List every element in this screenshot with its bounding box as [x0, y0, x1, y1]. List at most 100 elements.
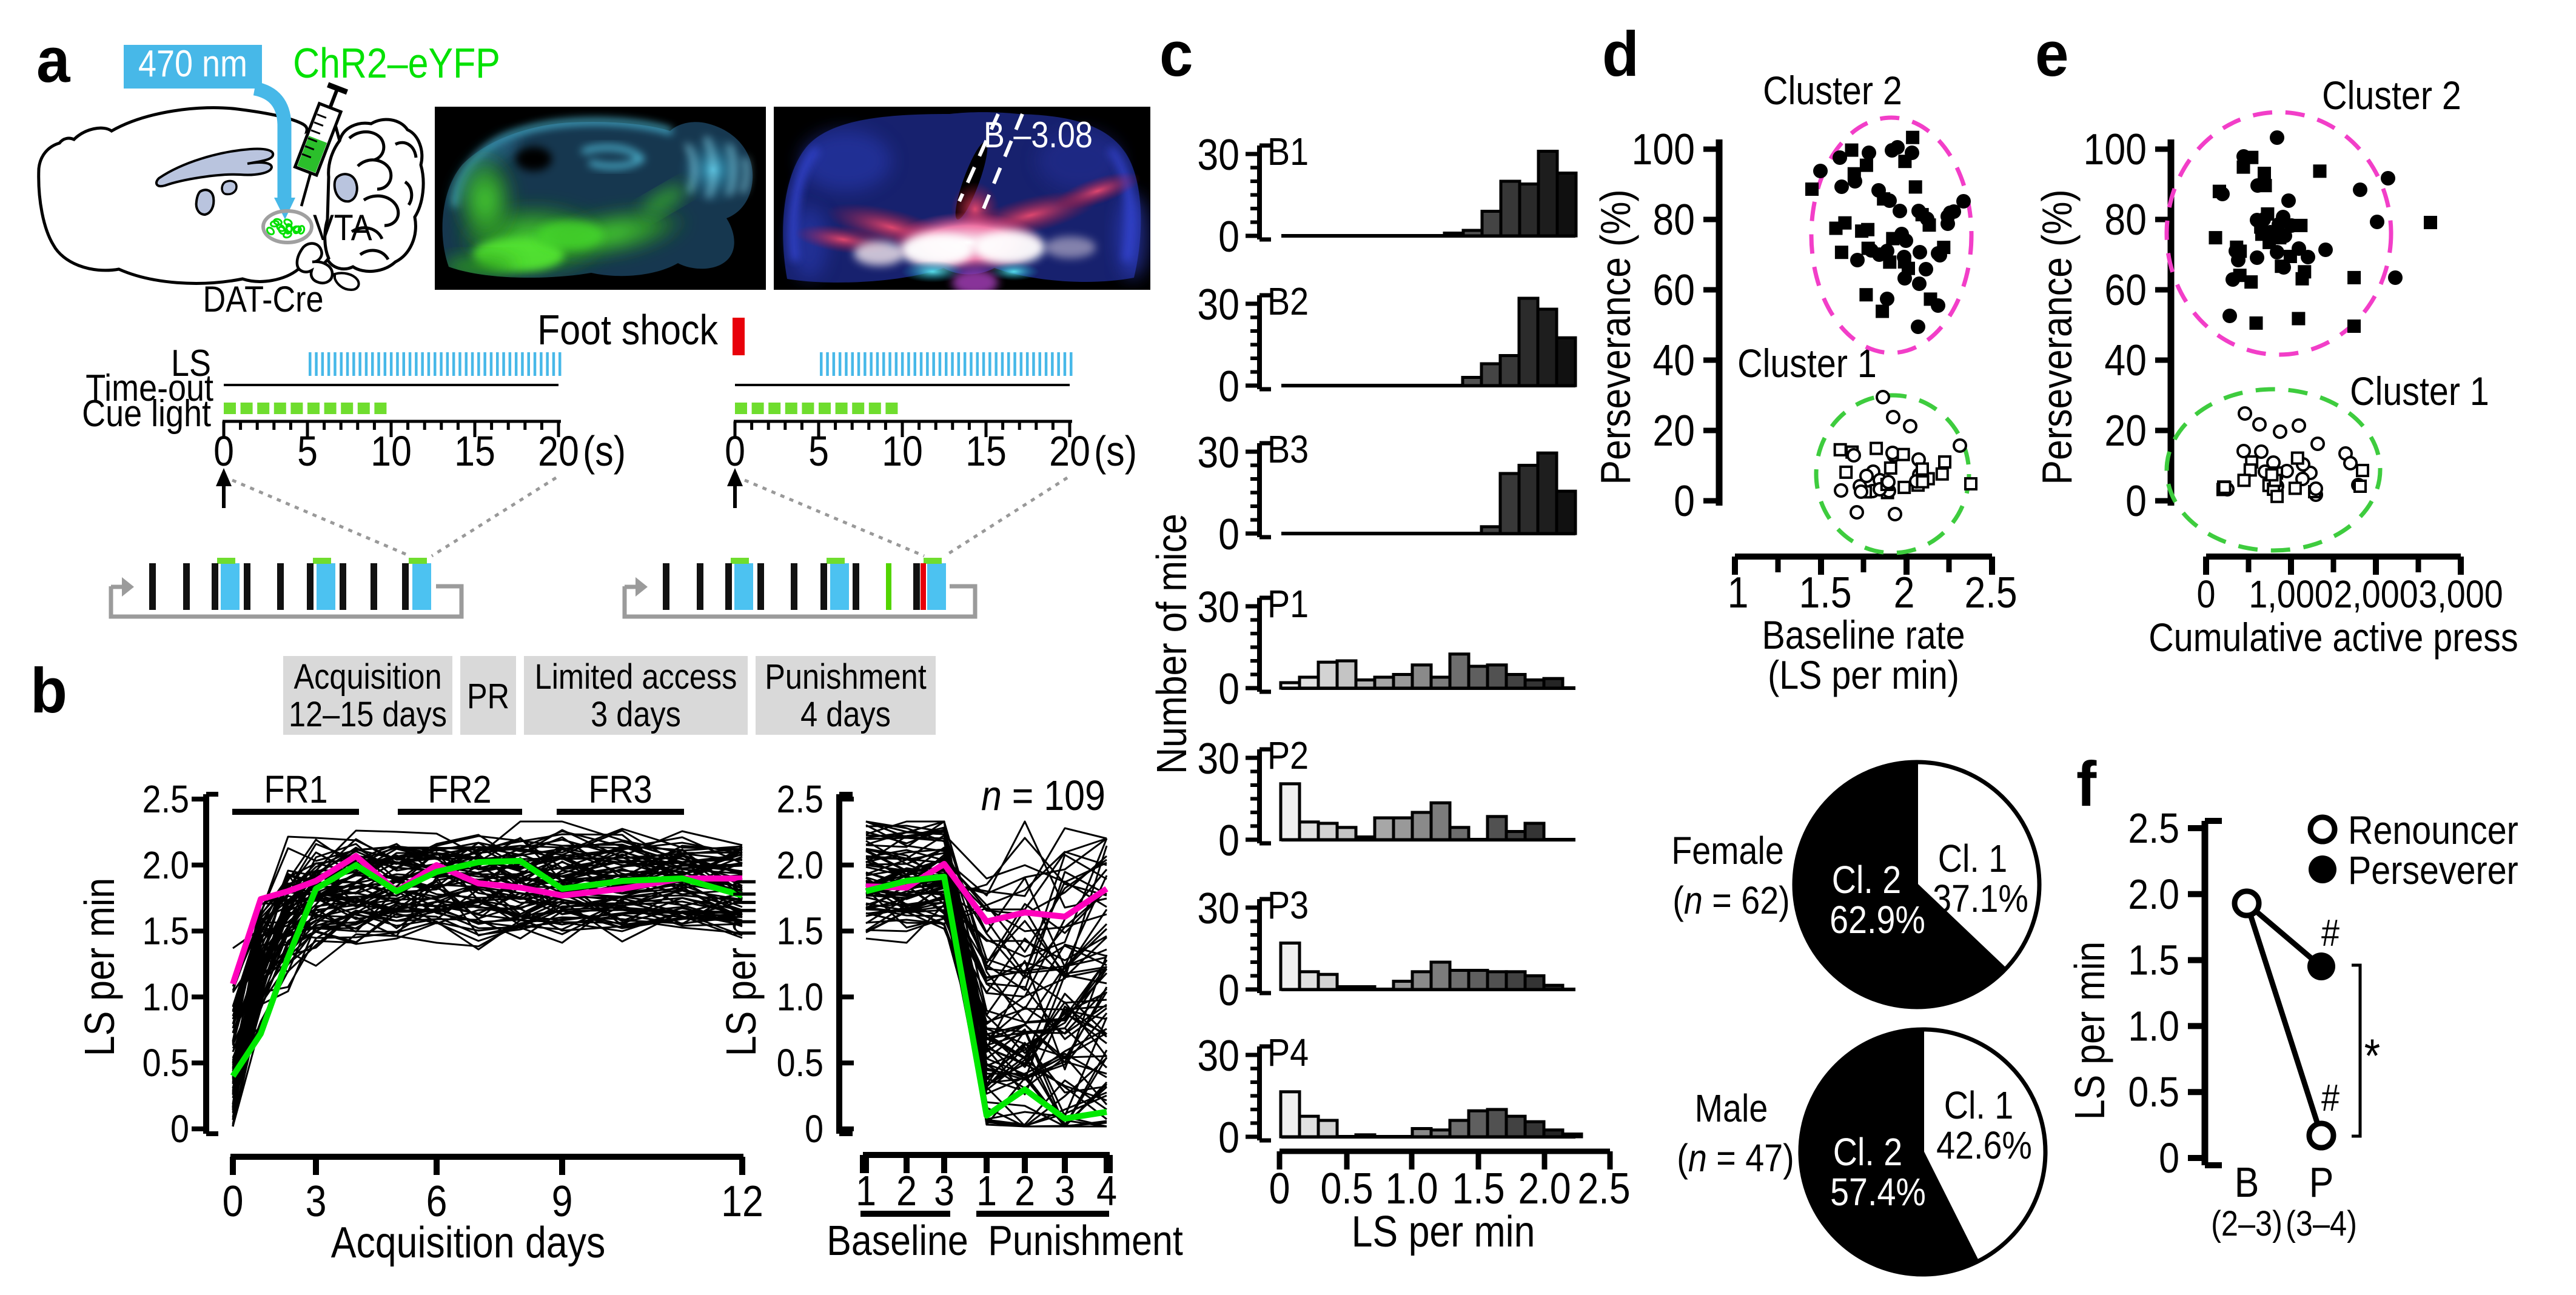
svg-text:62.9%: 62.9%	[1830, 898, 1925, 941]
svg-text:30: 30	[1197, 131, 1239, 179]
svg-text:1.0: 1.0	[777, 975, 823, 1019]
svg-text:100: 100	[1632, 125, 1695, 174]
svg-text:0.5: 0.5	[143, 1042, 189, 1085]
svg-text:Cluster 1: Cluster 1	[2350, 369, 2489, 414]
svg-text:0: 0	[170, 1107, 189, 1150]
svg-text:P2: P2	[1267, 734, 1309, 777]
svg-text:P1: P1	[1267, 582, 1309, 625]
svg-text:0: 0	[725, 427, 745, 475]
svg-text:0: 0	[1674, 477, 1695, 526]
svg-text:1.5: 1.5	[1452, 1165, 1504, 1213]
svg-text:0: 0	[2125, 477, 2147, 526]
svg-text:B3: B3	[1267, 427, 1309, 470]
svg-text:470 nm: 470 nm	[138, 43, 247, 85]
svg-text:1.5: 1.5	[143, 909, 189, 952]
svg-text:2.5: 2.5	[777, 777, 823, 820]
svg-text:57.4%: 57.4%	[1830, 1170, 1926, 1213]
svg-text:(LS per min): (LS per min)	[1768, 653, 1959, 698]
svg-text:b: b	[30, 655, 67, 726]
svg-text:LS per min: LS per min	[1352, 1208, 1535, 1256]
svg-text:Cl. 1: Cl. 1	[1938, 837, 2007, 880]
svg-text:2.0: 2.0	[1518, 1165, 1571, 1213]
svg-text:12: 12	[721, 1177, 763, 1226]
svg-text:Baseline: Baseline	[827, 1217, 968, 1264]
svg-text:3: 3	[934, 1167, 954, 1214]
svg-text:20: 20	[2104, 407, 2147, 455]
svg-text:2.5: 2.5	[2128, 805, 2179, 852]
svg-text:Foot shock: Foot shock	[537, 306, 718, 353]
svg-text:1.0: 1.0	[143, 975, 189, 1019]
svg-text:2.0: 2.0	[2128, 871, 2179, 918]
svg-text:(n = 47): (n = 47)	[1677, 1136, 1794, 1179]
svg-text:Cl. 2: Cl. 2	[1832, 858, 1901, 901]
svg-text:LS: LS	[171, 343, 211, 384]
svg-text:0: 0	[1218, 363, 1239, 411]
svg-text:LS per min: LS per min	[76, 878, 123, 1056]
svg-text:10: 10	[371, 427, 412, 475]
svg-text:40: 40	[2104, 336, 2147, 385]
svg-text:2.0: 2.0	[143, 843, 189, 886]
svg-text:DAT-Cre: DAT-Cre	[203, 279, 323, 320]
svg-text:B: B	[2235, 1159, 2259, 1206]
svg-text:1: 1	[1728, 569, 1749, 617]
svg-text:0.5: 0.5	[2128, 1068, 2179, 1116]
svg-text:d: d	[1602, 18, 1639, 90]
svg-text:Punishment: Punishment	[988, 1217, 1183, 1264]
svg-text:Cl. 2: Cl. 2	[1833, 1130, 1902, 1173]
svg-text:P: P	[2309, 1159, 2334, 1206]
svg-text:0.5: 0.5	[1320, 1165, 1373, 1213]
svg-text:(s): (s)	[583, 427, 626, 475]
svg-text:0: 0	[1218, 510, 1239, 559]
svg-text:20: 20	[1049, 427, 1090, 475]
svg-text:(2–3): (2–3)	[2211, 1204, 2283, 1243]
svg-text:2,000: 2,000	[2333, 572, 2418, 615]
svg-text:3 days: 3 days	[591, 695, 681, 734]
svg-text:a: a	[36, 24, 70, 96]
svg-text:3: 3	[1055, 1167, 1075, 1214]
svg-text:100: 100	[2084, 125, 2147, 174]
svg-text:80: 80	[2104, 196, 2147, 244]
svg-text:P4: P4	[1267, 1031, 1309, 1074]
svg-text:0: 0	[213, 427, 234, 475]
svg-text:B –3.08: B –3.08	[984, 115, 1093, 155]
svg-text:Cue light: Cue light	[82, 393, 211, 435]
svg-text:#: #	[2321, 912, 2340, 954]
svg-text:3,000: 3,000	[2418, 572, 2503, 615]
svg-text:(s): (s)	[1094, 427, 1137, 475]
svg-text:4 days: 4 days	[800, 695, 891, 734]
svg-text:PR: PR	[467, 677, 509, 716]
svg-text:0: 0	[1269, 1165, 1290, 1213]
svg-text:12–15 days: 12–15 days	[289, 695, 447, 734]
svg-text:Cumulative active press: Cumulative active press	[2148, 615, 2518, 660]
svg-text:e: e	[2035, 18, 2068, 90]
svg-text:5: 5	[297, 427, 318, 475]
svg-text:42.6%: 42.6%	[1936, 1123, 2032, 1166]
svg-text:80: 80	[1652, 196, 1695, 244]
svg-text:0: 0	[1218, 817, 1239, 865]
svg-text:0: 0	[1218, 213, 1239, 261]
svg-text:Male: Male	[1695, 1086, 1768, 1129]
svg-text:0: 0	[805, 1107, 823, 1150]
svg-text:3: 3	[306, 1177, 327, 1226]
svg-text:FR2: FR2	[428, 768, 491, 811]
svg-text:0: 0	[1218, 665, 1239, 714]
svg-text:*: *	[2364, 1030, 2380, 1082]
svg-text:1,000: 1,000	[2249, 572, 2333, 615]
svg-text:30: 30	[1197, 885, 1239, 933]
svg-text:5: 5	[808, 427, 829, 475]
svg-text:2.5: 2.5	[143, 777, 189, 820]
svg-text:1.5: 1.5	[1799, 569, 1851, 617]
svg-text:VTA: VTA	[313, 207, 372, 248]
svg-text:(n = 62): (n = 62)	[1672, 878, 1789, 922]
svg-text:ChR2–eYFP: ChR2–eYFP	[293, 39, 500, 87]
svg-text:1.5: 1.5	[777, 909, 823, 952]
svg-text:20: 20	[1652, 407, 1695, 455]
svg-text:Cluster 1: Cluster 1	[1737, 341, 1877, 386]
svg-text:1.0: 1.0	[2128, 1002, 2179, 1049]
svg-text:60: 60	[2104, 266, 2147, 315]
svg-text:15: 15	[965, 427, 1007, 475]
svg-text:FR1: FR1	[264, 768, 327, 811]
svg-text:FR3: FR3	[588, 768, 652, 811]
svg-text:30: 30	[1197, 281, 1239, 329]
svg-text:f: f	[2076, 748, 2097, 820]
